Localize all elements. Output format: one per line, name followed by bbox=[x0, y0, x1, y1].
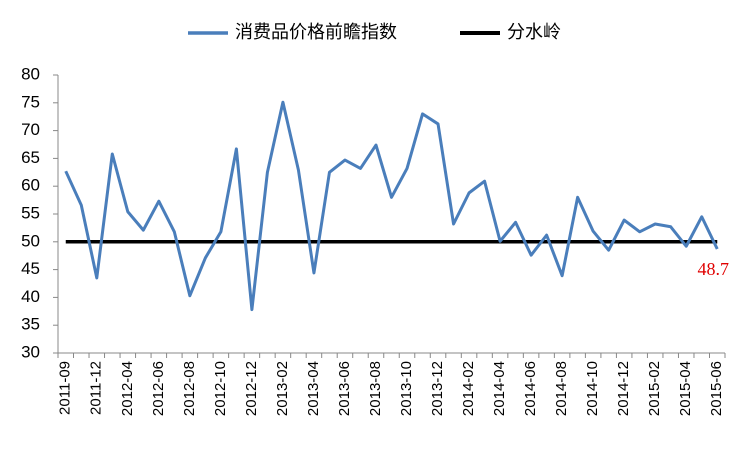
y-tick-label: 30 bbox=[21, 342, 40, 361]
x-tick-label: 2013-08 bbox=[367, 361, 384, 416]
x-tick-label: 2012-08 bbox=[181, 361, 198, 416]
data-label: 48.7 bbox=[697, 259, 729, 279]
legend-label: 分水岭 bbox=[507, 22, 561, 43]
x-tick-label: 2013-02 bbox=[274, 361, 291, 416]
series-line bbox=[64, 100, 719, 312]
x-tick-label: 2011-09 bbox=[57, 361, 74, 415]
x-tick-label: 2015-06 bbox=[708, 361, 725, 416]
legend-label: 消费品价格前瞻指数 bbox=[235, 22, 397, 43]
x-tick-label: 2011-12 bbox=[88, 361, 105, 415]
x-tick-label: 2014-04 bbox=[491, 361, 508, 416]
x-tick-label: 2014-10 bbox=[584, 361, 601, 416]
y-tick-label: 70 bbox=[21, 120, 40, 139]
y-tick-label: 50 bbox=[21, 231, 40, 250]
x-tick-label: 2014-06 bbox=[522, 361, 539, 416]
x-tick-label: 2014-08 bbox=[553, 361, 570, 416]
y-tick-label: 80 bbox=[21, 64, 40, 83]
y-tick-label: 75 bbox=[21, 92, 40, 111]
y-tick-label: 65 bbox=[21, 148, 40, 167]
x-tick-label: 2013-06 bbox=[336, 361, 353, 416]
x-tick-label: 2012-06 bbox=[150, 361, 167, 416]
x-tick-label: 2015-02 bbox=[646, 361, 663, 416]
y-tick-label: 40 bbox=[21, 287, 40, 306]
x-tick-label: 2012-12 bbox=[243, 361, 260, 416]
x-tick-label: 2013-10 bbox=[398, 361, 415, 416]
y-tick-label: 35 bbox=[21, 315, 40, 334]
x-tick-label: 2013-04 bbox=[305, 361, 322, 416]
x-tick-label: 2012-10 bbox=[212, 361, 229, 416]
y-tick-label: 45 bbox=[21, 259, 40, 278]
y-tick-label: 60 bbox=[21, 176, 40, 195]
x-tick-label: 2013-12 bbox=[429, 361, 446, 416]
x-tick-label: 2012-04 bbox=[119, 361, 136, 416]
x-tick-label: 2014-02 bbox=[460, 361, 477, 416]
x-tick-label: 2015-04 bbox=[677, 361, 694, 416]
y-tick-label: 55 bbox=[21, 203, 40, 222]
x-tick-label: 2014-12 bbox=[615, 361, 632, 416]
